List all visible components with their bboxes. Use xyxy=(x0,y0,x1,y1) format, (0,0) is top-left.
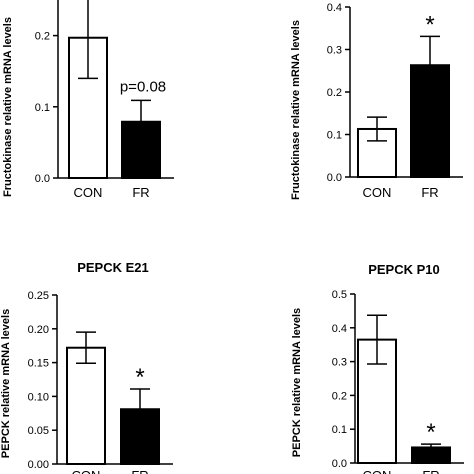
chart-panel-4: 0.0 0.1 0.2 0.3 0.4 0.5 PEPCK relative mRNA le… xyxy=(291,262,464,474)
chart-panel-3: 0.00 0.05 0.10 0.15 0.20 0.25 PEPCK relative m… xyxy=(0,260,173,474)
significance-marker: * xyxy=(135,364,144,391)
significance-marker: * xyxy=(425,11,434,38)
y-axis-label: Fructokinase relative mRNA levels xyxy=(2,17,14,197)
y-tick-label: 0.1 xyxy=(327,130,342,142)
category-label: CON xyxy=(363,468,392,474)
chart-title: PEPCK P10 xyxy=(368,262,440,277)
chart-title: PEPCK E21 xyxy=(77,260,149,275)
y-tick-label: 0.10 xyxy=(28,391,49,403)
category-label: CON xyxy=(363,185,392,200)
y-tick-label: 0.2 xyxy=(332,390,347,402)
y-tick-label: 0.1 xyxy=(332,424,347,436)
significance-marker: * xyxy=(426,419,435,446)
y-tick-label: 0.2 xyxy=(327,87,342,99)
category-label: CON xyxy=(74,185,103,200)
y-axis-label: PEPCK relative mRNA levels xyxy=(0,309,12,458)
category-label: CON xyxy=(72,468,101,474)
category-label: FR xyxy=(421,185,438,200)
category-label: FR xyxy=(422,468,439,474)
y-tick-label: 0.1 xyxy=(35,102,50,114)
p-value-annotation: p=0.08 xyxy=(120,78,166,95)
y-tick-label: 0.3 xyxy=(327,45,342,57)
y-tick-label: 0.5 xyxy=(332,289,347,301)
y-tick-label: 0.4 xyxy=(327,2,342,14)
category-label: FR xyxy=(131,468,148,474)
y-tick-label: 0.15 xyxy=(28,358,49,370)
y-axis-label: Fructokinase relative mRNA levels xyxy=(290,20,302,200)
y-tick-label: 0.25 xyxy=(28,290,49,302)
y-tick-label: 0.00 xyxy=(28,459,49,471)
y-tick-label: 0.0 xyxy=(332,458,347,470)
y-tick-label: 0.4 xyxy=(332,323,347,335)
y-tick-label: 0.3 xyxy=(332,357,347,369)
y-tick-label: 0.05 xyxy=(28,425,49,437)
bar-fr xyxy=(410,64,450,178)
category-label: FR xyxy=(132,185,149,200)
y-tick-label: 0.20 xyxy=(28,324,49,336)
y-tick-label: 0.0 xyxy=(35,173,50,185)
chart-panel-2: 0.0 0.1 0.2 0.3 0.4 Fructokinase relative mRN… xyxy=(290,2,463,200)
chart-panel-1: 0.0 0.1 0.2 Fructokinase relative mRNA leve… xyxy=(2,0,174,200)
bar-con xyxy=(66,346,106,465)
y-tick-label: 0.0 xyxy=(327,172,342,184)
y-tick-label: 0.2 xyxy=(35,31,50,43)
y-axis-label: PEPCK relative mRNA levels xyxy=(291,308,303,457)
